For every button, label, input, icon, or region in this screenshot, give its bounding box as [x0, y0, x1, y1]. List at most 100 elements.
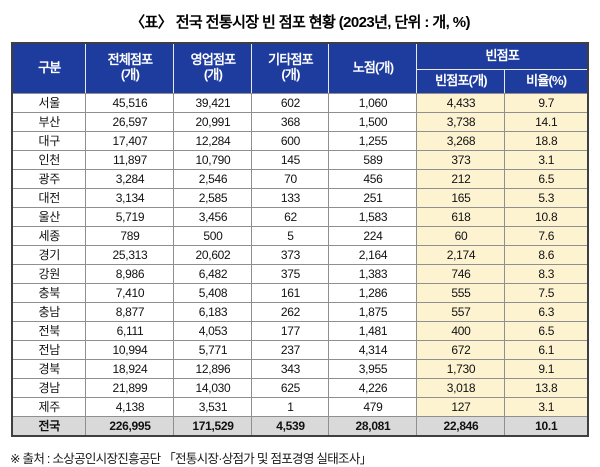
value-cell: 3.1: [504, 149, 589, 170]
value-cell: 672: [416, 339, 506, 360]
value-cell: 2,164: [328, 244, 418, 265]
col-header-total-stores-unit: (개): [120, 67, 140, 83]
region-cell: 광주: [11, 168, 87, 189]
col-header-vacant-ratio: 비율(%): [504, 68, 589, 94]
value-cell: 262: [251, 301, 330, 322]
col-header-operating-stores: 영업점포 (개): [173, 42, 253, 94]
value-cell: 251: [328, 187, 418, 208]
value-cell: 10,790: [173, 149, 253, 170]
value-cell: 11,897: [85, 149, 175, 170]
table-row: 경기 25,313 20,602 373 2,164 2,174 8.6: [11, 244, 589, 265]
value-cell: 6,183: [173, 301, 253, 322]
value-cell: 20,602: [173, 244, 253, 265]
region-cell: 서울: [11, 92, 87, 113]
value-cell: 4,226: [328, 377, 418, 398]
value-cell: 3,018: [416, 377, 506, 398]
col-header-other-stores: 기타점포 (개): [251, 42, 330, 94]
value-cell: 6,482: [173, 263, 253, 284]
value-cell: 618: [416, 206, 506, 227]
region-cell: 경북: [11, 358, 87, 379]
table-row: 전북 6,111 4,053 177 1,481 400 6.5: [11, 320, 589, 341]
value-cell: 555: [416, 282, 506, 303]
value-cell: 589: [328, 149, 418, 170]
value-cell: 145: [251, 149, 330, 170]
value-cell: 212: [416, 168, 506, 189]
value-cell: 3,284: [85, 168, 175, 189]
table-row: 울산 5,719 3,456 62 1,583 618 10.8: [11, 206, 589, 227]
value-cell: 6.5: [504, 320, 589, 341]
value-cell: 39,421: [173, 92, 253, 113]
value-cell: 500: [173, 225, 253, 246]
total-row: 전국 226,995 171,529 4,539 28,081 22,846 10.1: [11, 415, 589, 436]
region-cell: 대구: [11, 130, 87, 151]
table-row: 광주 3,284 2,546 70 456 212 6.5: [11, 168, 589, 189]
value-cell: 343: [251, 358, 330, 379]
col-header-other-stores-label: 기타점포: [268, 52, 313, 68]
value-cell: 21,899: [85, 377, 175, 398]
value-cell: 13.8: [504, 377, 589, 398]
value-cell: 25,313: [85, 244, 175, 265]
region-cell: 전국: [11, 415, 87, 436]
col-header-total-stores: 전체점포 (개): [85, 42, 175, 94]
value-cell: 3.1: [504, 396, 589, 417]
table-row: 인천 11,897 10,790 145 589 373 3.1: [11, 149, 589, 170]
value-cell: 8.3: [504, 263, 589, 284]
value-cell: 1,383: [328, 263, 418, 284]
region-cell: 세종: [11, 225, 87, 246]
value-cell: 6,111: [85, 320, 175, 341]
table-row: 경남 21,899 14,030 625 4,226 3,018 13.8: [11, 377, 589, 398]
table-row: 충북 7,410 5,408 161 1,286 555 7.5: [11, 282, 589, 303]
value-cell: 600: [251, 130, 330, 151]
value-cell: 1,500: [328, 111, 418, 132]
table-row: 세종 789 500 5 224 60 7.6: [11, 225, 589, 246]
value-cell: 12,284: [173, 130, 253, 151]
table-row: 대전 3,134 2,585 133 251 165 5.3: [11, 187, 589, 208]
value-cell: 2,585: [173, 187, 253, 208]
value-cell: 10.1: [504, 415, 589, 436]
value-cell: 375: [251, 263, 330, 284]
value-cell: 133: [251, 187, 330, 208]
value-cell: 3,955: [328, 358, 418, 379]
value-cell: 3,134: [85, 187, 175, 208]
value-cell: 5.3: [504, 187, 589, 208]
value-cell: 4,053: [173, 320, 253, 341]
value-cell: 1,255: [328, 130, 418, 151]
value-cell: 1,481: [328, 320, 418, 341]
value-cell: 161: [251, 282, 330, 303]
table-row: 경북 18,924 12,896 343 3,955 1,730 9.1: [11, 358, 589, 379]
region-cell: 경기: [11, 244, 87, 265]
value-cell: 70: [251, 168, 330, 189]
value-cell: 602: [251, 92, 330, 113]
col-header-operating-stores-label: 영업점포: [190, 52, 236, 68]
value-cell: 368: [251, 111, 330, 132]
value-cell: 17,407: [85, 130, 175, 151]
region-cell: 충북: [11, 282, 87, 303]
value-cell: 18.8: [504, 130, 589, 151]
table-row: 강원 8,986 6,482 375 1,383 746 8.3: [11, 263, 589, 284]
value-cell: 26,597: [85, 111, 175, 132]
value-cell: 10.8: [504, 206, 589, 227]
value-cell: 9.1: [504, 358, 589, 379]
col-header-operating-stores-unit: (개): [203, 67, 223, 83]
value-cell: 3,738: [416, 111, 506, 132]
value-cell: 4,138: [85, 396, 175, 417]
value-cell: 60: [416, 225, 506, 246]
value-cell: 22,846: [416, 415, 506, 436]
region-cell: 충남: [11, 301, 87, 322]
value-cell: 1,286: [328, 282, 418, 303]
value-cell: 224: [328, 225, 418, 246]
value-cell: 6.1: [504, 339, 589, 360]
region-cell: 경남: [11, 377, 87, 398]
region-cell: 강원: [11, 263, 87, 284]
table-row: 부산 26,597 20,991 368 1,500 3,738 14.1: [11, 111, 589, 132]
value-cell: 28,081: [328, 415, 418, 436]
value-cell: 1,730: [416, 358, 506, 379]
value-cell: 45,516: [85, 92, 175, 113]
value-cell: 10,994: [85, 339, 175, 360]
table-title: 〈표〉 전국 전통시장 빈 점포 현황 (2023년, 단위 : 개, %): [130, 14, 470, 31]
value-cell: 20,991: [173, 111, 253, 132]
source-note: ※ 출처 : 소상공인시장진흥공단 「전통시장·상점가 및 점포경영 실태조사」: [10, 451, 372, 466]
value-cell: 9.7: [504, 92, 589, 113]
region-cell: 부산: [11, 111, 87, 132]
